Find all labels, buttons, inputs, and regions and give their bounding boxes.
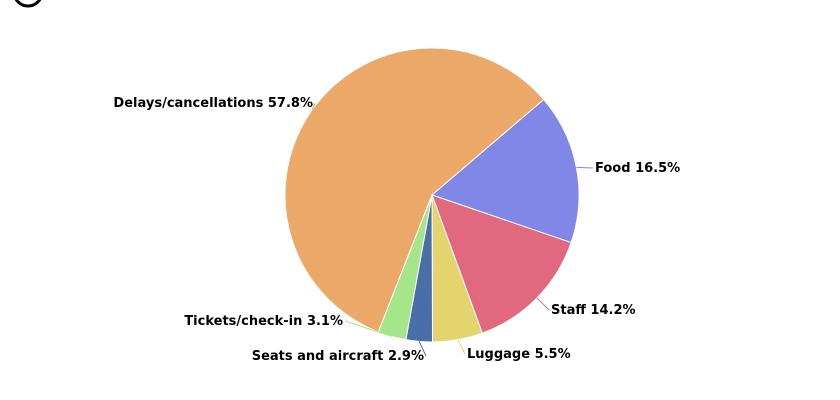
data-label: Luggage 5.5% [467, 347, 571, 362]
data-label: Staff 14.2% [551, 303, 636, 318]
connector [311, 102, 316, 110]
connector [576, 166, 594, 169]
label-value: 14.2% [590, 303, 635, 318]
connector [457, 339, 466, 355]
label-name: Staff [551, 303, 586, 318]
label-value: 3.1% [307, 314, 343, 329]
pie-slice [431, 98, 580, 244]
label-value: 57.8% [268, 96, 313, 111]
label-value: 2.9% [388, 349, 424, 364]
label-name: Luggage [467, 347, 530, 362]
connector [536, 297, 550, 311]
label-name: Food [595, 161, 631, 176]
data-label: Food 16.5% [595, 161, 680, 176]
data-label: Seats and aircraft 2.9% [252, 349, 424, 364]
label-name: Tickets/check-in [184, 314, 302, 329]
logo-icon [14, 0, 42, 8]
connector [344, 320, 393, 337]
connector [418, 341, 427, 357]
data-label: Delays/cancellations 57.8% [113, 96, 313, 111]
pie-slice [431, 194, 572, 334]
label-name: Delays/cancellations [113, 96, 263, 111]
label-value: 5.5% [535, 347, 571, 362]
pie-slice [284, 47, 545, 333]
label-name: Seats and aircraft [252, 349, 384, 364]
data-label: Tickets/check-in 3.1% [184, 314, 343, 329]
label-value: 16.5% [635, 161, 680, 176]
